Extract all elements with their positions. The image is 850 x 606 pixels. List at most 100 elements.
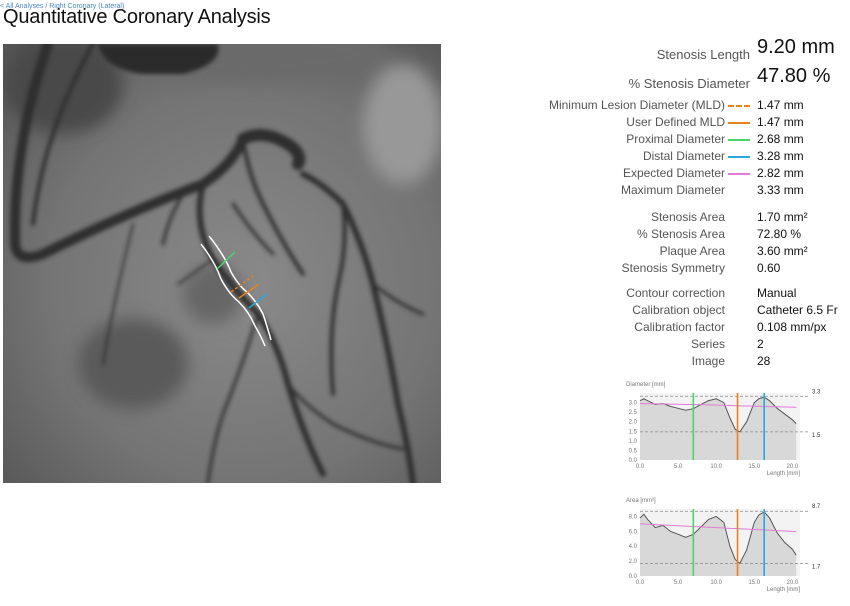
breadcrumb-all-analyses-link[interactable]: < All Analyses (0, 3, 44, 10)
calibration-object-label: Calibration object (632, 303, 725, 317)
contour-correction-value: Manual (757, 286, 797, 300)
stenosis-area-row: Stenosis Area 1.70 mm² (500, 210, 845, 227)
breadcrumb: < All Analyses / Right Coronary (Lateral… (0, 3, 124, 10)
stenosis-symmetry-row: Stenosis Symmetry 0.60 (500, 261, 845, 278)
stenosis-length-value: 9.20 mm (757, 36, 835, 58)
proximal-diameter-legend-swatch (728, 139, 750, 141)
stenosis-area-label: % Stenosis Area (636, 227, 725, 241)
chart-y-tick-label: 4.0 (629, 544, 638, 550)
stenosis-area-row: % Stenosis Area 72.80 % (500, 227, 845, 244)
user-defined-mld-value: 1.47 mm (757, 115, 804, 129)
chart-y-tick-label: 0.0 (629, 574, 638, 580)
chart-min-label: 1.7 (812, 564, 821, 570)
chart-y-tick-label: 1.5 (629, 429, 638, 435)
expected-diameter-legend-swatch (728, 173, 750, 175)
chart-x-tick-label: 20.0 (787, 464, 799, 470)
chart-x-tick-label: 15.0 (748, 580, 760, 586)
chart-y-axis-label: Diameter [mm] (626, 382, 666, 388)
stenosis-symmetry-value: 0.60 (757, 261, 781, 275)
chart-x-tick-label: 20.0 (787, 580, 799, 586)
series-label: Series (690, 337, 725, 351)
minimum-lesion-diameter-mld-row: Minimum Lesion Diameter (MLD) 1.47 mm (500, 98, 845, 115)
chart-y-tick-label: 1.0 (629, 439, 638, 445)
calibration-factor-row: Calibration factor 0.108 mm/px (500, 320, 845, 337)
distal-diameter-marker (248, 293, 268, 309)
diameter-profile-svg: Diameter [mm] 0.0 0.5 1.0 1.5 2.0 2.5 3.0 0.0 5.0… (626, 382, 821, 477)
page-title: Quantitative Coronary Analysis (3, 6, 271, 28)
vessel-tree (9, 44, 425, 483)
stenosis-area-value: 72.80 % (757, 227, 802, 241)
chart-x-axis-label: Length [mm] (767, 471, 801, 477)
minimum-lesion-diameter-mld-legend-swatch (728, 105, 750, 107)
image-label: Image (691, 354, 725, 368)
maximum-diameter-row: Maximum Diameter 3.33 mm (500, 183, 845, 200)
chart-x-tick-label: 5.0 (674, 580, 683, 586)
stenosis-diameter-value: 47.80 % (757, 65, 831, 87)
chart-y-tick-label: 8.0 (629, 514, 638, 520)
calibration-factor-label: Calibration factor (634, 320, 725, 334)
stenosis-area-value: 1.70 mm² (757, 210, 808, 224)
chart-min-label: 1.5 (812, 433, 821, 439)
plaque-area-label: Plaque Area (659, 244, 725, 258)
expected-diameter-value: 2.82 mm (757, 166, 804, 180)
chart-x-tick-label: 10.0 (710, 580, 722, 586)
calibration-object-value: Catheter 6.5 Fr (757, 303, 838, 317)
chart-y-tick-label: 0.5 (629, 448, 638, 454)
chart-x-tick-label: 15.0 (748, 464, 760, 470)
chart-y-axis-label: Area [mm²] (626, 498, 656, 504)
chart-x-tick-label: 5.0 (674, 464, 683, 470)
catheter-shadow (98, 44, 219, 74)
user-mld-marker (238, 283, 260, 299)
chart-y-tick-label: 2.0 (629, 420, 638, 426)
distal-diameter-value: 3.28 mm (757, 149, 804, 163)
proximal-diameter-marker (216, 251, 236, 270)
calibration-object-row: Calibration object Catheter 6.5 Fr (500, 303, 845, 320)
distal-diameter-label: Distal Diameter (642, 149, 725, 163)
expected-diameter-label: Expected Diameter (622, 166, 725, 180)
stenosis-symmetry-label: Stenosis Symmetry (621, 261, 725, 275)
user-defined-mld-legend-swatch (728, 122, 750, 124)
proximal-diameter-label: Proximal Diameter (626, 132, 725, 146)
calibration-factor-value: 0.108 mm/px (757, 320, 827, 334)
stenosis-diameter-label: % Stenosis Diameter (628, 76, 750, 91)
chart-expected-line (639, 403, 797, 408)
qca-contour-overlay (200, 235, 272, 347)
chart-expected-line (639, 523, 797, 532)
series-row: Series 2 (500, 337, 845, 354)
diameter-profile-chart: Diameter [mm] 0.0 0.5 1.0 1.5 2.0 2.5 3.0 0.0 5.0… (622, 378, 827, 478)
chart-profile-area (640, 511, 797, 576)
left-contour-line (200, 243, 266, 347)
stenosis-length-row: Stenosis Length 9.20 mm (500, 36, 845, 64)
chart-profile-area (640, 397, 797, 460)
chart-y-tick-label: 0.0 (629, 458, 638, 464)
stenosis-area-label: Stenosis Area (650, 210, 725, 224)
chart-max-label: 8.7 (812, 504, 821, 510)
contour-correction-row: Contour correction Manual (500, 286, 845, 303)
area-profile-chart: Area [mm²] 0.0 2.0 4.0 6.0 8.0 0.0 5.0 10.0 15.0 2… (622, 494, 827, 594)
chart-x-axis-label: Length [mm] (767, 587, 801, 593)
chart-max-label: 3.3 (812, 389, 821, 395)
maximum-diameter-label: Maximum Diameter (620, 183, 725, 197)
chart-y-tick-label: 6.0 (629, 529, 638, 535)
mld-marker (230, 275, 254, 293)
breadcrumb-current-view[interactable]: / Right Coronary (Lateral) (45, 3, 125, 10)
series-value: 2 (757, 337, 764, 351)
chart-y-tick-label: 2.5 (629, 410, 638, 416)
chart-x-tick-label: 10.0 (710, 464, 722, 470)
proximal-diameter-row: Proximal Diameter 2.68 mm (500, 132, 845, 149)
expected-diameter-row: Expected Diameter 2.82 mm (500, 166, 845, 183)
image-value: 28 (757, 354, 771, 368)
chart-y-tick-label: 3.0 (629, 401, 638, 407)
stenosis-diameter-row: % Stenosis Diameter 47.80 % (500, 65, 845, 93)
image-row: Image 28 (500, 354, 845, 371)
minimum-lesion-diameter-mld-label: Minimum Lesion Diameter (MLD) (548, 98, 725, 112)
angiogram-image[interactable] (3, 44, 441, 483)
area-profile-svg: Area [mm²] 0.0 2.0 4.0 6.0 8.0 0.0 5.0 10.0 15.0 2… (626, 498, 821, 593)
plaque-area-row: Plaque Area 3.60 mm² (500, 244, 845, 261)
chart-y-tick-label: 2.0 (629, 559, 638, 565)
minimum-lesion-diameter-mld-value: 1.47 mm (757, 98, 804, 112)
stenosis-length-label: Stenosis Length (656, 47, 750, 62)
user-defined-mld-row: User Defined MLD 1.47 mm (500, 115, 845, 132)
plaque-area-value: 3.60 mm² (757, 244, 808, 258)
user-defined-mld-label: User Defined MLD (626, 115, 725, 129)
